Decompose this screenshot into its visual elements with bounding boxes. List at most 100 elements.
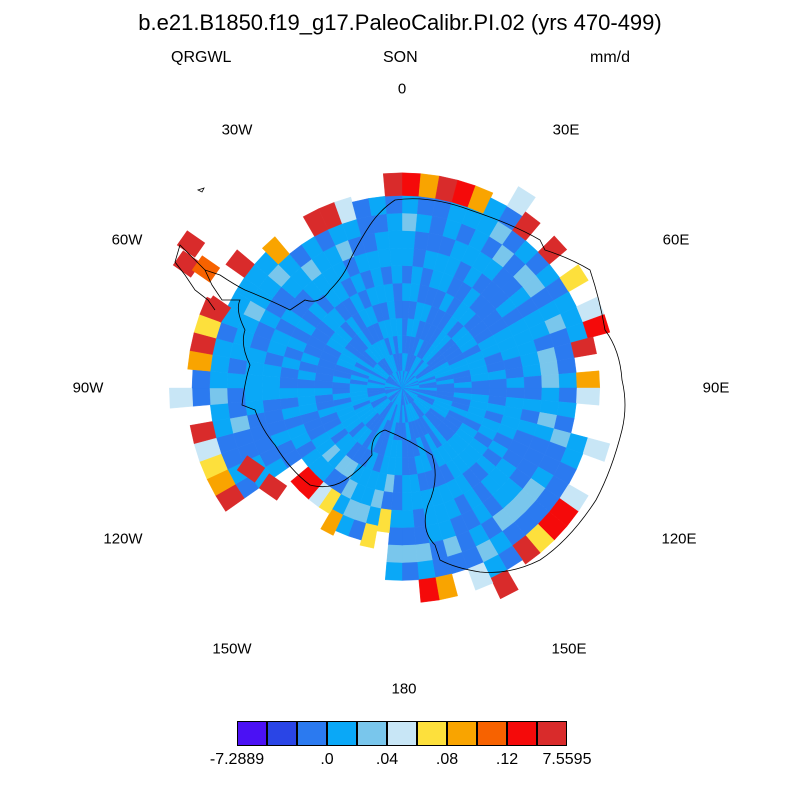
colorbar-label: .12 — [495, 751, 519, 768]
grid-cell — [512, 535, 541, 565]
grid-cell — [386, 212, 403, 232]
grid-cell — [169, 387, 194, 409]
grid-cell — [392, 282, 403, 302]
coastline-path — [204, 198, 626, 573]
lon-label-120w: 120W — [103, 530, 143, 548]
lon-label-0: 0 — [397, 80, 407, 98]
grid-cell — [226, 372, 246, 389]
grid-cell — [391, 265, 403, 284]
grid-cell — [559, 264, 589, 293]
grid-cell — [371, 213, 389, 234]
grid-cell — [227, 401, 248, 419]
colorbar-swatch — [477, 721, 507, 746]
grid-cell — [401, 527, 416, 546]
grid-cell — [506, 377, 525, 389]
grid-cell — [296, 387, 316, 398]
variable-label: QRGWL — [171, 49, 232, 66]
grid-cell — [359, 522, 378, 549]
lon-label-30w: 30W — [221, 121, 253, 139]
grid-cell — [189, 421, 217, 444]
grid-cell — [523, 387, 543, 401]
grid-cell — [401, 492, 413, 511]
grid-cell — [401, 212, 418, 232]
colorbar-swatch — [387, 721, 417, 746]
grid-cell — [386, 544, 403, 564]
lon-label-150e: 150E — [551, 640, 587, 658]
grid-cell — [334, 196, 357, 224]
lon-label-60e: 60E — [662, 231, 690, 249]
grid-cell — [279, 377, 298, 389]
colorbar-label: -7.2889 — [209, 751, 265, 768]
lon-label-30e: 30E — [552, 121, 580, 139]
lon-label-90e: 90E — [702, 379, 730, 397]
grid-cell — [290, 466, 316, 491]
grid-cell — [401, 509, 415, 529]
grid-cell — [388, 527, 403, 546]
grid-cell — [467, 562, 494, 591]
units-label: mm/d — [590, 49, 630, 66]
grid-cell — [382, 172, 403, 197]
map-title: b.e21.B1850.f19_g17.PaleoCalibr.PI.02 (y… — [138, 10, 662, 35]
colorbar-swatch — [357, 721, 387, 746]
grid-cell — [570, 336, 597, 358]
grid-cell — [368, 195, 387, 216]
grid-cell — [523, 375, 543, 389]
grid-cell — [209, 370, 228, 389]
grid-cell — [389, 247, 403, 267]
grid-cell — [541, 387, 560, 402]
grid-cell — [391, 492, 403, 511]
grid-cell — [279, 387, 298, 399]
colorbar-swatch — [537, 721, 567, 746]
grid-cell — [401, 230, 416, 249]
grid-cell — [191, 255, 221, 283]
colorbar-label: .08 — [435, 751, 459, 768]
grid-cell — [209, 403, 230, 422]
grid-cell — [401, 562, 420, 581]
grid-cell — [558, 372, 578, 389]
grid-cell — [176, 230, 206, 258]
grid-cell — [258, 473, 288, 501]
grid-cell — [401, 195, 420, 214]
lon-label-150w: 150W — [212, 640, 252, 658]
colorbar-label: .04 — [375, 751, 399, 768]
grid-cell — [314, 387, 333, 396]
grid-cell — [209, 387, 228, 406]
coastline — [174, 187, 626, 573]
grid-cell — [488, 378, 508, 389]
grid-cell — [401, 544, 418, 564]
colorbar-swatch — [297, 721, 327, 746]
grid-cell — [394, 300, 403, 319]
grid-cell — [261, 236, 290, 265]
grid-cell — [191, 387, 211, 407]
colorbar-label: 7.5595 — [542, 751, 592, 768]
colorbar-swatch — [237, 721, 267, 746]
colorbar-label: .0 — [320, 751, 334, 768]
grid-cell — [506, 186, 536, 217]
season-label: SON — [383, 49, 418, 66]
grid-cell — [389, 509, 403, 529]
grid-cell — [576, 370, 601, 389]
grid-cell — [582, 437, 611, 462]
grid-cell — [401, 265, 413, 284]
colorbar-swatch — [447, 721, 477, 746]
grid-cell — [541, 374, 560, 389]
lon-label-120e: 120E — [661, 530, 697, 548]
colorbar-swatch — [267, 721, 297, 746]
grid-cell — [490, 569, 519, 600]
grid-cell — [320, 508, 344, 536]
grid-cell — [244, 387, 263, 402]
grid-cell — [537, 235, 568, 265]
grid-cell — [415, 542, 433, 563]
grid-cell — [401, 247, 415, 267]
grid-cell — [467, 185, 494, 214]
colorbar-swatch — [507, 721, 537, 746]
grid-cell — [236, 455, 266, 483]
grid-cell — [261, 375, 281, 389]
grid-cell — [209, 354, 230, 373]
grid-cell — [506, 387, 525, 399]
grid-cell — [261, 387, 281, 401]
grid-cell — [401, 457, 410, 476]
grid-cell — [417, 560, 436, 581]
peninsula-path — [174, 244, 216, 311]
lon-label-60w: 60W — [111, 231, 143, 249]
